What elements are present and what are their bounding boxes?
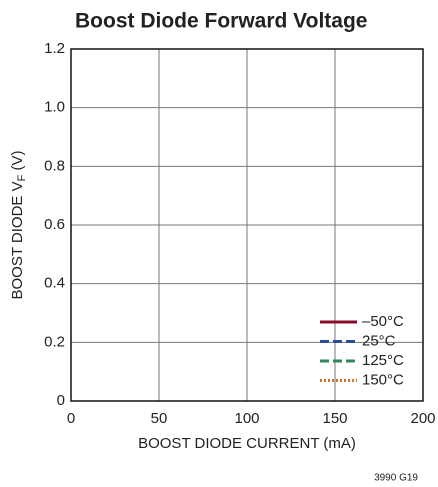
legend-label: 150°C: [362, 371, 404, 388]
y-tick-label: 0.8: [44, 157, 65, 174]
y-axis-label: BOOST DIODE VF (V): [9, 151, 28, 300]
x-tick-label: 50: [151, 410, 168, 427]
x-tick-label: 100: [234, 410, 259, 427]
figure-note: 3990 G19: [374, 473, 418, 484]
y-tick-label: 1.0: [44, 99, 65, 116]
x-tick-label: 200: [410, 410, 435, 427]
y-label-part: (V): [9, 151, 26, 175]
x-tick-label: 0: [67, 410, 75, 427]
legend-label: –50°C: [362, 313, 404, 330]
legend-label: 125°C: [362, 352, 404, 369]
y-tick-label: 0: [57, 392, 65, 409]
y-tick-label: 1.2: [44, 40, 65, 57]
plot-frame: [70, 48, 424, 402]
legend-label: 25°C: [362, 332, 396, 349]
x-tick-label: 150: [322, 410, 347, 427]
y-tick-label: 0.4: [44, 275, 65, 292]
y-label-part: BOOST DIODE V: [9, 181, 26, 299]
y-label-sub: F: [16, 174, 28, 181]
x-axis-label: BOOST DIODE CURRENT (mA): [138, 435, 356, 452]
chart-title: Boost Diode Forward Voltage: [75, 10, 367, 33]
y-tick-label: 0.6: [44, 216, 65, 233]
y-tick-label: 0.2: [44, 333, 65, 350]
